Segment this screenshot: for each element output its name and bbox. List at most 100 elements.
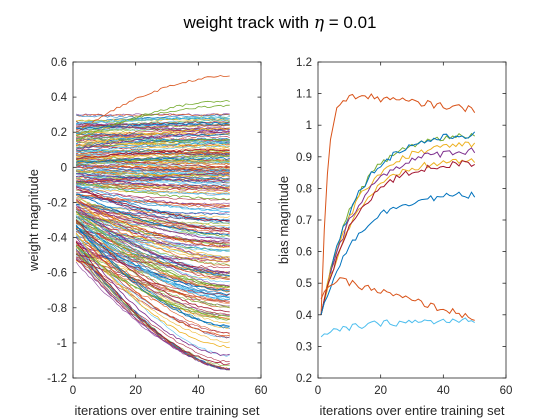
weight-band-line <box>75 210 230 276</box>
bias-series-line <box>320 93 476 315</box>
bias-series-line <box>320 277 475 321</box>
weight-band-line <box>76 222 230 280</box>
weight-band-line <box>75 226 230 328</box>
weight-band-line <box>76 118 230 122</box>
bias-y-tick-label: 0.4 <box>296 310 313 322</box>
weight-band-line <box>76 157 230 168</box>
weight-band-line <box>76 172 230 185</box>
weight-band-line <box>75 237 230 274</box>
weight-series-line <box>75 205 230 273</box>
weight-band-line <box>75 256 230 370</box>
weight-series-line <box>75 219 230 313</box>
weight-series-line <box>75 184 230 213</box>
bias-ticks: 0 20 40 60 0.2 0.3 0.4 0.5 0.6 0.7 0.8 0.9 1 1.1 1.2 <box>296 57 512 397</box>
weight-band-line <box>76 150 230 156</box>
title-suffix: = 0.01 <box>324 13 376 32</box>
bias-y-tick-label: 1 <box>306 120 312 132</box>
bias-series-line <box>320 160 475 315</box>
bias-y-tick-label: 0.6 <box>296 247 312 259</box>
bias-x-tick-label: 40 <box>437 385 450 397</box>
weight-series-line <box>76 175 230 190</box>
weight-band-line <box>75 220 230 245</box>
weight-x-tick-label: 40 <box>192 385 205 397</box>
title-eta-symbol: η <box>314 13 325 33</box>
bias-series-group <box>320 93 476 338</box>
weight-band-line <box>76 256 230 334</box>
weight-series-line <box>75 116 230 125</box>
weight-y-tick-label: -0.8 <box>47 303 67 315</box>
weight-y-tick-label: -0.2 <box>47 197 67 209</box>
weight-band-line <box>76 202 230 219</box>
weight-y-tick-label: -0.6 <box>47 268 67 280</box>
weight-series-line <box>75 127 230 147</box>
weight-band-line <box>76 191 230 201</box>
weight-band-line <box>76 203 230 216</box>
weight-series-line <box>75 227 230 337</box>
weight-band-line <box>75 210 230 288</box>
weight-band-line <box>76 213 230 245</box>
weight-band-line <box>76 137 230 147</box>
weight-x-axis-label: iterations over entire training set <box>75 403 260 418</box>
weight-series-line <box>75 241 230 365</box>
weight-band-line <box>75 159 230 163</box>
bias-y-tick-label: 1.1 <box>296 89 312 101</box>
weight-series-line <box>76 75 230 132</box>
bias-y-tick-label: 0.5 <box>296 278 312 290</box>
weight-band-line <box>75 241 230 316</box>
weight-band-line <box>75 199 230 261</box>
weight-band-line <box>75 201 230 240</box>
weight-series-line <box>75 165 230 169</box>
bias-series-line <box>320 191 476 315</box>
weight-series-line <box>76 141 230 154</box>
weight-series-line <box>75 157 230 163</box>
weight-series-line <box>75 224 230 327</box>
weight-band-line <box>75 115 230 124</box>
weight-band-line <box>76 159 230 170</box>
weight-series-line <box>76 193 230 236</box>
bias-y-tick-label: 0.8 <box>296 183 312 195</box>
weight-band-line <box>75 199 230 230</box>
weight-y-tick-label: 0 <box>61 162 67 174</box>
weight-ticks: 0 20 40 60 -1.2 -1 -0.8 -0.6 -0.4 -0.2 0 0.2 0.4 0.6 <box>47 57 267 397</box>
weight-band-line <box>75 206 230 275</box>
weight-band-line <box>76 207 230 222</box>
weight-y-tick-label: -1.2 <box>47 373 67 385</box>
weight-series-line <box>75 245 230 318</box>
bias-x-axis-label: iterations over entire training set <box>320 403 505 418</box>
weight-band-line <box>75 148 230 155</box>
weight-x-tick-label: 20 <box>129 385 142 397</box>
weight-band-line <box>76 168 230 177</box>
weight-band-line <box>76 166 230 173</box>
weight-band-line <box>76 172 230 180</box>
weight-band-line <box>76 169 230 173</box>
weight-series-line <box>75 215 230 301</box>
figure-title: weight track with η = 0.01 <box>182 13 376 33</box>
weight-band-line <box>76 183 230 195</box>
weight-band-line <box>76 186 230 231</box>
weight-band-line <box>75 221 230 266</box>
weight-band-line <box>75 141 230 146</box>
weight-band-line <box>75 249 230 371</box>
weight-band-line <box>76 154 230 158</box>
weight-band-line <box>76 189 230 194</box>
bias-y-tick-label: 0.3 <box>296 341 312 353</box>
weight-x-tick-label: 60 <box>255 385 268 397</box>
bias-x-tick-label: 0 <box>315 385 321 397</box>
bias-y-tick-label: 0.7 <box>296 215 312 227</box>
weight-band-line <box>76 228 230 291</box>
weight-band-line <box>75 257 230 370</box>
weight-y-tick-label: -1 <box>57 338 67 350</box>
weight-y-axis-label: weight magnitude <box>26 169 41 272</box>
weight-band-line <box>76 137 230 142</box>
weight-band-line <box>76 196 230 206</box>
bias-x-tick-label: 20 <box>374 385 387 397</box>
weight-band-line <box>76 132 230 144</box>
weight-band-line <box>76 178 230 182</box>
bias-axes: 0 20 40 60 0.2 0.3 0.4 0.5 0.6 0.7 0.8 0.9 1 1.1 1.2 i… <box>276 57 512 418</box>
weight-y-tick-label: -0.4 <box>47 233 67 245</box>
weight-series-line <box>75 211 230 288</box>
weight-series-line <box>76 199 230 248</box>
weight-series-line <box>75 130 230 150</box>
weight-band-line <box>75 135 230 145</box>
weight-series-line <box>76 99 230 142</box>
